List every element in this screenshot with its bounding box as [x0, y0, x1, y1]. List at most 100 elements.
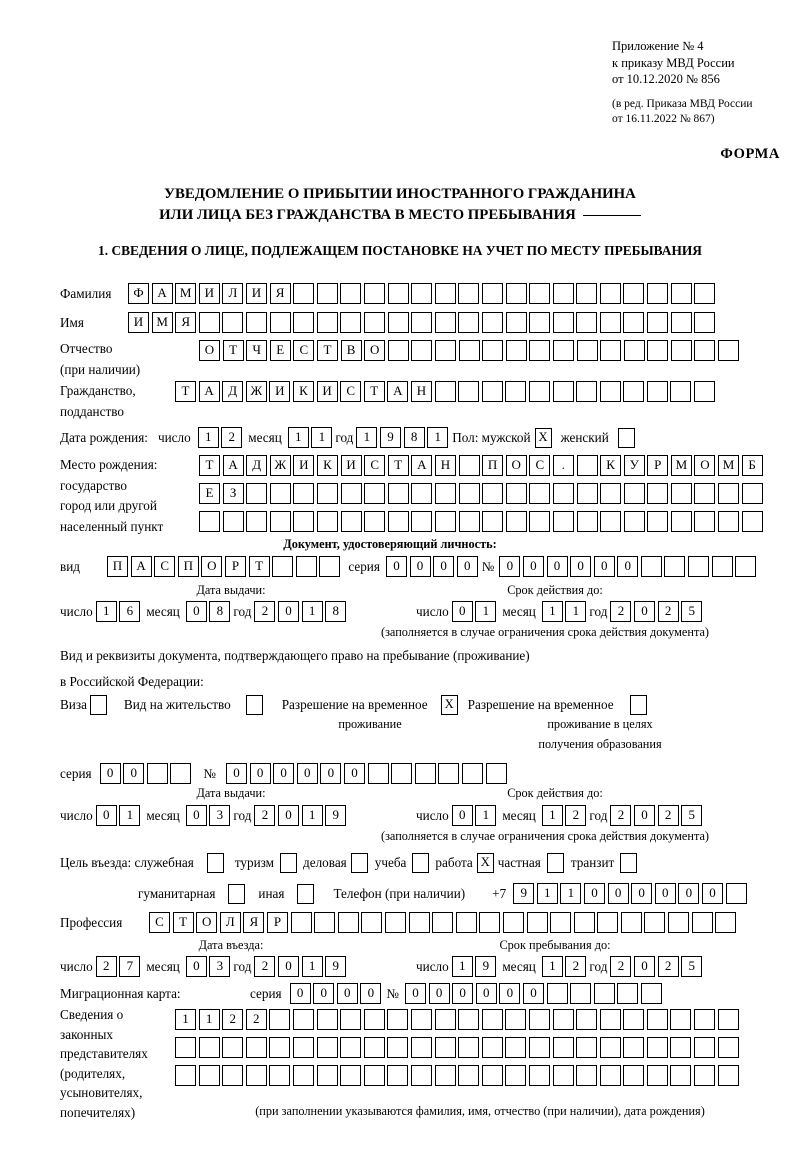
- char-cell[interactable]: [316, 1065, 338, 1086]
- char-cell[interactable]: [505, 340, 527, 361]
- char-cell[interactable]: [576, 455, 598, 476]
- char-cell[interactable]: [170, 763, 192, 784]
- char-cell[interactable]: [617, 983, 639, 1004]
- char-cell[interactable]: [363, 1065, 385, 1086]
- char-cell[interactable]: К: [600, 455, 622, 476]
- char-cell[interactable]: 0: [360, 983, 382, 1004]
- char-cell[interactable]: [505, 283, 527, 304]
- char-cell[interactable]: [293, 312, 315, 333]
- char-cell[interactable]: [694, 1037, 716, 1058]
- char-cell[interactable]: [694, 511, 716, 532]
- char-cell[interactable]: [717, 1037, 739, 1058]
- char-cell[interactable]: [293, 283, 315, 304]
- char-cell[interactable]: [479, 912, 501, 933]
- char-cell[interactable]: [529, 312, 551, 333]
- char-cell[interactable]: 0: [320, 763, 342, 784]
- char-cell[interactable]: 0: [95, 805, 117, 826]
- char-cell[interactable]: 0: [456, 556, 478, 577]
- char-cell[interactable]: И: [245, 283, 267, 304]
- char-cell[interactable]: [245, 1037, 267, 1058]
- char-cell[interactable]: [245, 1065, 267, 1086]
- char-cell[interactable]: 0: [499, 983, 521, 1004]
- residence-permit-checkbox[interactable]: [245, 695, 263, 715]
- purpose-other-checkbox[interactable]: [297, 883, 315, 904]
- char-cell[interactable]: [552, 1009, 574, 1030]
- char-cell[interactable]: [269, 312, 291, 333]
- char-cell[interactable]: [646, 1065, 668, 1086]
- char-cell[interactable]: 0: [343, 763, 365, 784]
- char-cell[interactable]: [546, 983, 568, 1004]
- char-cell[interactable]: Д: [246, 455, 268, 476]
- char-cell[interactable]: [458, 1065, 480, 1086]
- char-cell[interactable]: [222, 1037, 244, 1058]
- char-cell[interactable]: [505, 483, 527, 504]
- char-cell[interactable]: 0: [296, 763, 318, 784]
- char-cell[interactable]: [319, 556, 341, 577]
- char-cell[interactable]: [387, 1037, 409, 1058]
- char-cell[interactable]: С: [293, 340, 315, 361]
- char-cell[interactable]: 9: [325, 956, 347, 977]
- char-cell[interactable]: [367, 763, 389, 784]
- char-cell[interactable]: П: [482, 455, 504, 476]
- char-cell[interactable]: 6: [119, 601, 141, 622]
- char-cell[interactable]: Ж: [245, 381, 267, 402]
- char-cell[interactable]: И: [316, 381, 338, 402]
- char-cell[interactable]: Т: [316, 340, 338, 361]
- char-cell[interactable]: [528, 1009, 550, 1030]
- char-cell[interactable]: 0: [451, 805, 473, 826]
- purpose-transit-checkbox[interactable]: [620, 853, 638, 873]
- char-cell[interactable]: [646, 1037, 668, 1058]
- char-cell[interactable]: [718, 340, 740, 361]
- char-cell[interactable]: 1: [475, 601, 497, 622]
- char-cell[interactable]: [292, 1009, 314, 1030]
- char-cell[interactable]: С: [340, 381, 362, 402]
- char-cell[interactable]: [316, 283, 338, 304]
- char-cell[interactable]: [290, 912, 312, 933]
- char-cell[interactable]: 0: [336, 983, 358, 1004]
- char-cell[interactable]: 0: [185, 956, 207, 977]
- char-cell[interactable]: 0: [522, 983, 544, 1004]
- char-cell[interactable]: Т: [363, 381, 385, 402]
- char-cell[interactable]: [670, 340, 692, 361]
- char-cell[interactable]: [505, 511, 527, 532]
- char-cell[interactable]: [482, 340, 504, 361]
- char-cell[interactable]: [482, 483, 504, 504]
- char-cell[interactable]: 0: [617, 556, 639, 577]
- char-cell[interactable]: [640, 983, 662, 1004]
- char-cell[interactable]: [576, 483, 598, 504]
- char-cell[interactable]: 1: [427, 427, 449, 448]
- char-cell[interactable]: 5: [681, 805, 703, 826]
- legal-rep-cells-row-3[interactable]: [175, 1065, 739, 1086]
- char-cell[interactable]: 2: [657, 805, 679, 826]
- char-cell[interactable]: 1: [198, 1009, 220, 1030]
- char-cell[interactable]: М: [151, 312, 173, 333]
- char-cell[interactable]: И: [269, 381, 291, 402]
- char-cell[interactable]: [670, 312, 692, 333]
- char-cell[interactable]: 2: [254, 805, 276, 826]
- char-cell[interactable]: 0: [273, 763, 295, 784]
- char-cell[interactable]: 0: [249, 763, 271, 784]
- char-cell[interactable]: Р: [224, 556, 246, 577]
- char-cell[interactable]: 0: [583, 883, 605, 904]
- char-cell[interactable]: М: [670, 455, 692, 476]
- char-cell[interactable]: [340, 283, 362, 304]
- char-cell[interactable]: [600, 340, 622, 361]
- char-cell[interactable]: [552, 340, 574, 361]
- char-cell[interactable]: [387, 1009, 409, 1030]
- char-cell[interactable]: [646, 1009, 668, 1030]
- char-cell[interactable]: Т: [248, 556, 270, 577]
- char-cell[interactable]: [387, 312, 409, 333]
- char-cell[interactable]: [458, 483, 480, 504]
- char-cell[interactable]: [576, 511, 598, 532]
- purpose-work-checkbox[interactable]: X: [476, 853, 494, 873]
- char-cell[interactable]: 8: [403, 427, 425, 448]
